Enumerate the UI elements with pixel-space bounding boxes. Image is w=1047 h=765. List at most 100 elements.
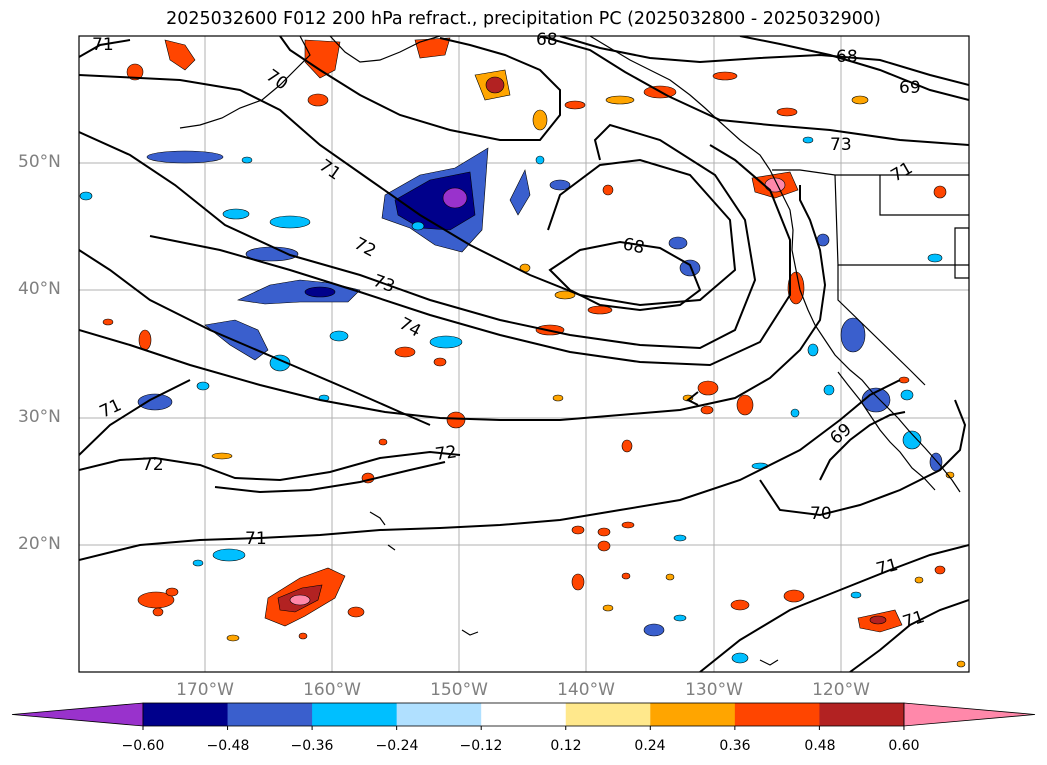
contour-label: 72 [434,442,458,465]
precip-blob [840,317,866,353]
precip-blob [102,318,114,326]
contour-70-se [759,399,967,517]
precip-blob [673,614,687,622]
precip-blob [152,607,164,617]
contour-69 [739,36,969,101]
contour-label: 68 [836,47,858,67]
precip-blob [697,380,719,396]
precip-blob [433,357,447,367]
contour-73 [149,144,791,367]
precip-blob [851,95,869,105]
precip-blob [554,290,576,300]
precip-blob [137,591,175,609]
precip-blob [146,150,224,164]
precip-blob [869,615,887,625]
contour-68-low [548,240,702,312]
precip-blob [927,253,943,263]
lon-tick-label: 160°W [303,680,361,700]
precip-blob [807,343,819,357]
contour-label: 71 [245,529,267,549]
precip-blob [956,660,966,668]
precip-blob [673,534,687,542]
precip-blob [241,156,253,164]
precip-blob [79,191,93,201]
precip-blob [126,63,144,81]
lon-tick-label: 170°W [176,680,234,700]
precip-blob [394,171,476,231]
precip-blob [602,604,614,612]
contour-73-ridge [539,36,969,146]
colorbar-tick-label: 0.48 [804,738,836,754]
contour-71-nw [79,39,131,58]
precip-blob [307,93,329,107]
coastlines [179,36,969,666]
colorbar-tick-label: 0.60 [888,738,920,754]
colorbar-tick-label: −0.24 [375,738,419,754]
precip-blob [933,185,947,199]
precip-blob [736,394,754,416]
precip-blob [289,594,311,606]
colorbar-tick-label: 0.36 [719,738,751,754]
graticule [79,36,969,672]
precip-blob [668,236,688,250]
contour-label: 68 [621,234,646,258]
contour-72-south [79,450,461,482]
colorbar-tick-label: 0.12 [550,738,582,754]
state-border-2 [837,265,926,386]
colorbar-tick-label: −0.60 [121,738,165,754]
contour-small [686,391,699,406]
contour-label: 68 [536,30,558,50]
contour-68 [559,36,969,86]
precip-blob [621,439,633,453]
precip-blob [211,452,233,460]
precip-blob [196,381,210,391]
precip-blob [564,100,586,110]
precip-blob [347,606,365,618]
precip-blob [571,573,585,591]
precip-blob [597,540,611,552]
contour-label: 73 [830,135,852,155]
precip-blob [700,405,714,415]
precip-blob [914,576,924,584]
precip-blob [850,591,862,599]
precip-blob [329,330,349,342]
contour-69-se [819,411,906,481]
lat-tick-label: 40°N [18,279,61,299]
contour-label: 71 [92,35,114,55]
precip-blob [902,430,922,450]
precip-blob [730,599,750,611]
map-frame [78,35,970,673]
colorbar-tick-label: 0.24 [634,738,666,754]
hawaii-big-island [387,544,396,551]
lat-tick-label: 50°N [18,152,61,172]
lon-tick-label: 120°W [812,680,870,700]
precip-blob [226,634,240,642]
precip-blob [679,259,701,277]
precip-blob [192,559,204,567]
precip-blob [429,335,463,349]
precip-blob [621,521,635,529]
colorbar-tick-label: −0.12 [459,738,503,754]
alaska-south-coast [329,36,441,63]
precip-blob [137,393,173,411]
precip-blob [414,37,451,59]
precip-blob [898,376,910,384]
precip-blob [861,387,891,413]
contour-71-south [79,379,901,561]
precip-blob [549,179,571,191]
precip-blob [165,587,179,597]
precip-blob [509,169,531,216]
precip-blob [138,329,152,351]
contour-71-se [699,544,969,672]
precip-blob [900,389,914,401]
canada-us-border [772,169,969,176]
map-title: 2025032600 F012 200 hPa refract., precip… [166,9,881,29]
precip-blob [587,305,613,315]
map-background [79,36,969,672]
precip-blob [665,573,675,581]
precip-blob [164,39,196,71]
precip-blob [394,346,416,358]
precip-blob [783,589,805,603]
precip-blob [535,155,545,165]
